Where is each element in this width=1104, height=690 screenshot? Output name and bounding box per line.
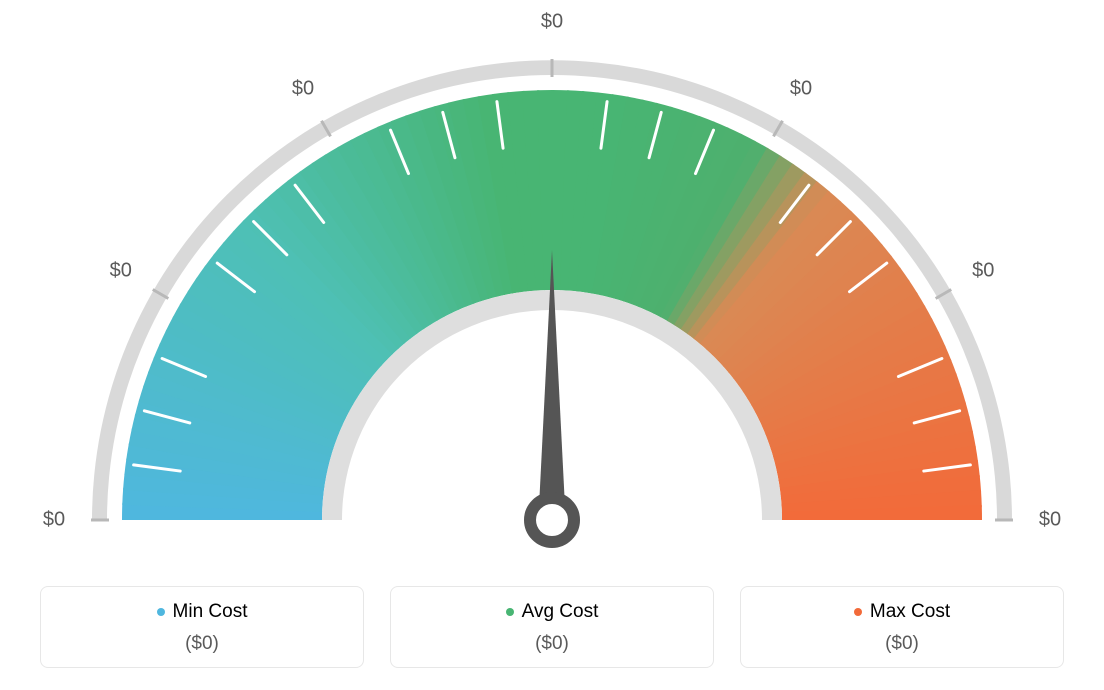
legend-value-max: ($0): [751, 633, 1053, 655]
gauge-tick-label: $0: [110, 260, 132, 283]
gauge-tick-label: $0: [541, 11, 563, 34]
legend-dot-avg: [506, 608, 514, 616]
gauge-tick-label: $0: [1039, 509, 1061, 532]
legend-title-avg-text: Avg Cost: [522, 601, 599, 623]
gauge-tick-label: $0: [972, 260, 994, 283]
legend-title-min-text: Min Cost: [173, 601, 248, 623]
legend-title-avg: Avg Cost: [506, 601, 599, 623]
legend-value-min: ($0): [51, 633, 353, 655]
legend-title-max-text: Max Cost: [870, 601, 950, 623]
legend-dot-max: [854, 608, 862, 616]
gauge-tick-label: $0: [292, 77, 314, 100]
legend-row: Min Cost ($0) Avg Cost ($0) Max Cost ($0…: [0, 586, 1104, 668]
legend-title-min: Min Cost: [157, 601, 248, 623]
legend-value-avg: ($0): [401, 633, 703, 655]
legend-dot-min: [157, 608, 165, 616]
legend-card-avg: Avg Cost ($0): [390, 586, 714, 668]
gauge-svg: [0, 0, 1104, 570]
cost-gauge-container: $0 $0 $0 $0 $0 $0 $0 Min Cost ($0) Avg Cost ($…: [0, 0, 1104, 690]
gauge-chart: $0 $0 $0 $0 $0 $0 $0: [0, 0, 1104, 570]
legend-title-max: Max Cost: [854, 601, 950, 623]
gauge-tick-label: $0: [43, 509, 65, 532]
gauge-tick-label: $0: [790, 77, 812, 100]
legend-card-max: Max Cost ($0): [740, 586, 1064, 668]
legend-card-min: Min Cost ($0): [40, 586, 364, 668]
